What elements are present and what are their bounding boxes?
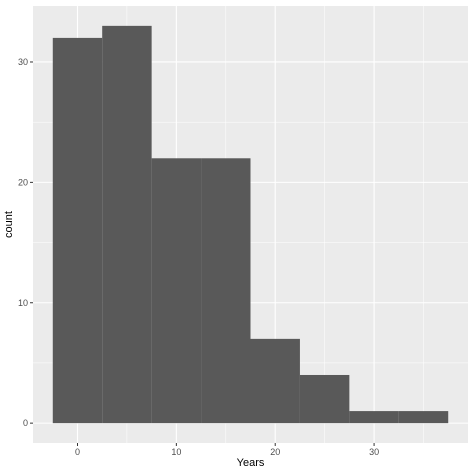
y-tick-label: 20 bbox=[18, 177, 28, 187]
y-tick-label: 0 bbox=[23, 418, 28, 428]
x-axis-title: Years bbox=[237, 457, 265, 469]
y-axis-title: count bbox=[3, 211, 15, 238]
histogram-bar bbox=[52, 37, 103, 424]
x-tick-label: 10 bbox=[171, 447, 181, 457]
histogram-bar bbox=[151, 158, 202, 424]
histogram-bars bbox=[52, 25, 449, 424]
histogram-bar bbox=[398, 411, 449, 424]
histogram-bar bbox=[102, 25, 152, 424]
histogram-bar bbox=[201, 158, 251, 424]
y-axis-ticks: 0 10 20 30 bbox=[18, 57, 33, 428]
y-tick-label: 10 bbox=[18, 298, 28, 308]
x-tick-label: 30 bbox=[369, 447, 379, 457]
x-tick-label: 0 bbox=[75, 447, 80, 457]
x-tick-label: 20 bbox=[270, 447, 280, 457]
histogram-bar bbox=[299, 374, 350, 424]
x-axis-ticks: 0 10 20 30 bbox=[75, 443, 379, 457]
histogram-bar bbox=[349, 411, 399, 424]
y-tick-label: 30 bbox=[18, 57, 28, 67]
histogram-bar bbox=[250, 338, 300, 424]
